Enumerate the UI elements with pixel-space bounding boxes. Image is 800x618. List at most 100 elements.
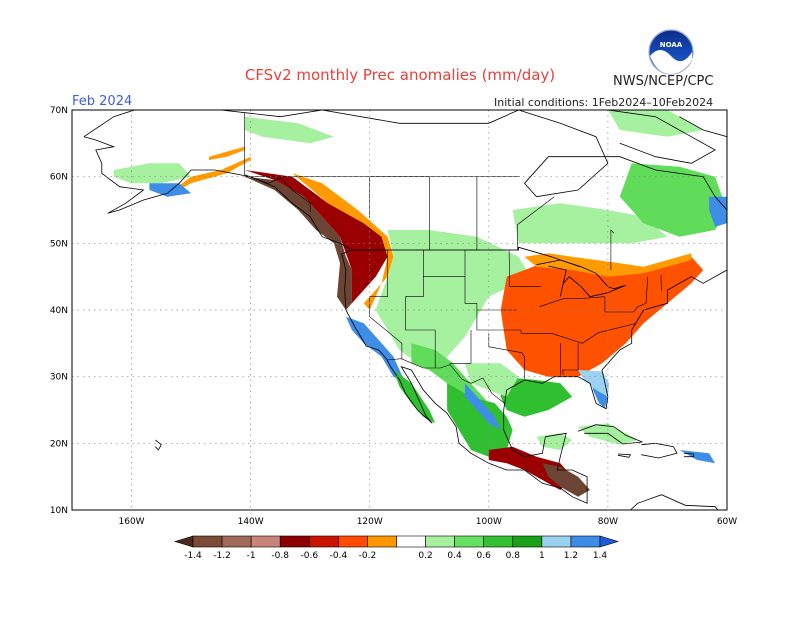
legend-swatch — [512, 535, 543, 548]
lon-tick-label: 60W — [717, 517, 737, 527]
legend-swatch — [192, 535, 223, 548]
lon-tick-label: 100W — [476, 517, 502, 527]
anomaly-canada-east-green — [512, 203, 668, 244]
anomaly-quebec-green — [619, 163, 727, 237]
anomaly-alaska-sw-blue — [149, 183, 192, 197]
legend-label: -1.4 — [184, 551, 202, 561]
agency-label: NWS/NCEP/CPC — [613, 74, 714, 89]
border-alaska — [244, 112, 311, 212]
anomaly-yukon-green — [244, 116, 334, 144]
longitude-labels: 160W 140W 120W 100W 80W 60W — [119, 517, 738, 527]
anomaly-alaska-west-green — [113, 163, 192, 184]
political-borders — [244, 112, 662, 405]
lon-tick-label: 120W — [357, 517, 383, 527]
anomaly-texas-green — [465, 363, 519, 397]
cuba — [577, 424, 643, 445]
lat-lon-gridlines — [72, 110, 727, 510]
anomaly-carib-green — [578, 423, 638, 445]
lat-tick-label: 50N — [50, 239, 68, 249]
legend-label: 0.8 — [506, 551, 521, 561]
legend-label: 1 — [539, 551, 545, 561]
lon-tick-label: 140W — [238, 517, 264, 527]
lat-tick-label: 60N — [50, 173, 68, 183]
state-line-5 — [508, 249, 542, 288]
anomaly-mexico-blue — [465, 383, 501, 430]
noaa-logo-text: NOAA — [660, 41, 683, 49]
anomaly-labrador-blue — [709, 196, 727, 227]
month-label: Feb 2024 — [72, 94, 133, 109]
greenland-edge — [667, 110, 727, 138]
state-line-9 — [520, 323, 637, 344]
anomaly-pnw-orange-fringe — [292, 173, 394, 310]
lat-tick-label: 30N — [50, 373, 68, 383]
legend-label: 0.2 — [418, 551, 432, 561]
state-line-6 — [449, 330, 472, 364]
lat-tick-label: 40N — [50, 306, 68, 316]
legend-swatch — [396, 535, 426, 548]
initial-conditions-label: Initial conditions: 1Feb2024–10Feb2024 — [494, 96, 714, 109]
anomaly-baja-green — [393, 370, 436, 424]
state-line-14 — [660, 275, 662, 292]
south-america-top — [629, 494, 719, 510]
puerto-rico — [684, 452, 695, 458]
legend-swatch — [425, 535, 455, 548]
state-line-2 — [423, 276, 521, 331]
legend-swatch — [483, 535, 514, 548]
legend-swatch — [308, 535, 339, 548]
lon-tick-label: 160W — [119, 517, 145, 527]
map-title: CFSv2 monthly Prec anomalies (mm/day) — [244, 66, 556, 84]
legend-labels: -1.4 -1.2 -1 -0.8 -0.6 -0.4 -0.2 0.2 0.4 0.6 0.8 1 1… — [184, 551, 607, 561]
legend-swatch — [338, 535, 368, 548]
state-line-12 — [562, 343, 579, 375]
lat-tick-label: 10N — [50, 506, 68, 516]
legend-swatch — [221, 535, 252, 548]
hispaniola — [641, 442, 678, 459]
anomaly-mexico-green — [447, 383, 513, 457]
lon-tick-label: 80W — [598, 517, 618, 527]
lat-tick-label: 70N — [50, 106, 68, 116]
legend-arrow-high — [599, 535, 620, 548]
legend-swatch — [279, 535, 310, 548]
north-america-outline — [83, 110, 727, 504]
legend-label: 1.2 — [564, 551, 578, 561]
legend-label: -0.2 — [359, 551, 377, 561]
legend-label: -0.6 — [301, 551, 319, 561]
latitude-labels: 70N 60N 50N 40N 30N 20N 10N — [50, 106, 68, 516]
anomaly-alaska-interior-orange — [209, 146, 245, 160]
legend-label: -0.8 — [271, 551, 289, 561]
legend-label: -1.2 — [213, 551, 231, 561]
state-line-13 — [604, 276, 649, 313]
legend-swatch — [570, 535, 601, 548]
legend-swatch — [250, 535, 281, 548]
legend-bar — [173, 535, 620, 548]
anomaly-gulf-green — [500, 376, 573, 417]
legend-swatch — [367, 535, 397, 548]
border-us-canada — [351, 246, 552, 257]
anomaly-cam-brown — [542, 463, 590, 497]
baffin-island — [607, 110, 716, 164]
anomaly-pnw-red — [244, 170, 388, 304]
legend-swatch — [541, 535, 572, 548]
anomaly-east-orange — [500, 256, 704, 377]
lat-tick-label: 20N — [50, 439, 68, 449]
hawaii — [155, 439, 162, 451]
map-frame-border — [71, 109, 728, 511]
legend-label: 0.4 — [447, 551, 462, 561]
legend-swatch — [454, 535, 485, 548]
state-line-10 — [539, 296, 605, 307]
legend-label: -0.4 — [330, 551, 348, 561]
state-line-4 — [405, 250, 436, 368]
legend-label: 1.4 — [593, 551, 608, 561]
canada-province-4 — [610, 229, 615, 270]
canada-province-3 — [517, 196, 555, 250]
anomaly-alaska-southcoast-orange — [173, 156, 251, 194]
legend-label: -1 — [247, 551, 256, 561]
jamaica — [617, 453, 632, 458]
state-line-1 — [369, 250, 403, 359]
border-us-mexico — [386, 358, 506, 405]
noaa-bird-icon — [650, 50, 692, 74]
legend-label: 0.6 — [477, 551, 492, 561]
legend-arrow-low — [173, 535, 194, 548]
